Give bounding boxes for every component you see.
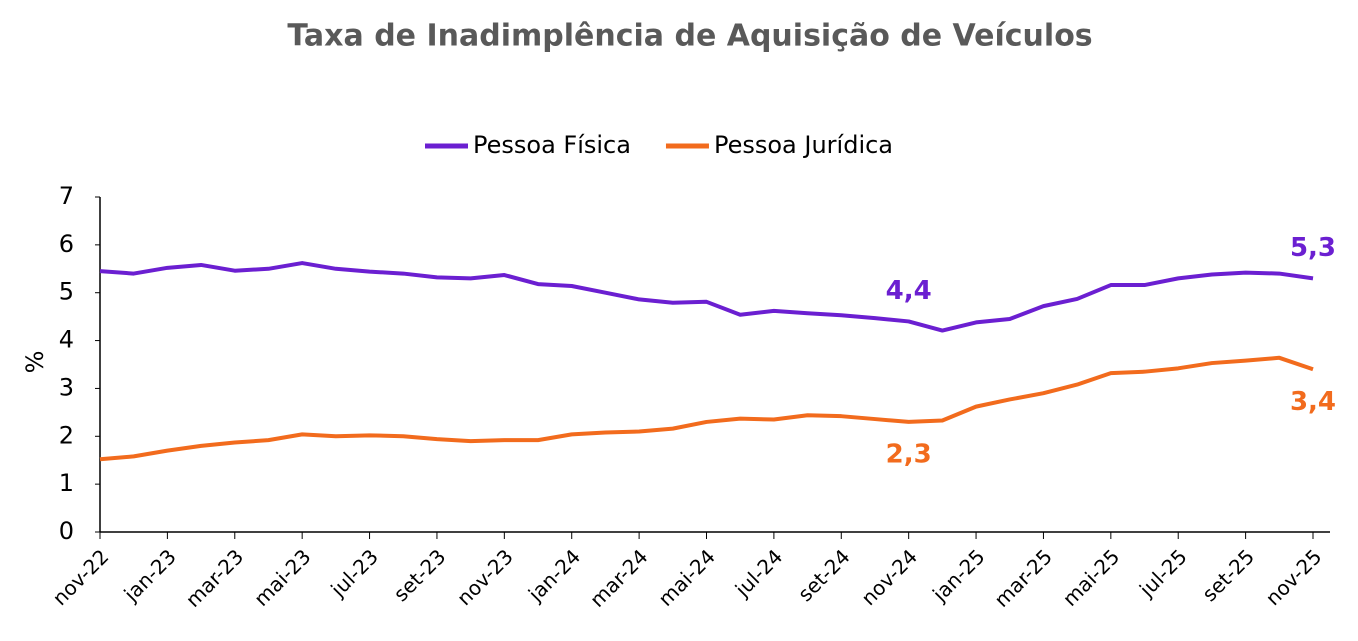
- x-tick-label: jul-23: [325, 544, 383, 602]
- y-tick-label: 7: [59, 182, 74, 210]
- x-tick-label: set-23: [389, 544, 451, 606]
- x-tick-label: mai-25: [1058, 544, 1124, 610]
- y-tick-label: 6: [59, 230, 74, 258]
- x-tick-label: set-25: [1197, 544, 1259, 606]
- x-tick-label: set-24: [793, 544, 855, 606]
- x-tick-label: mai-23: [249, 544, 315, 610]
- x-tick-label: jan-25: [927, 544, 989, 606]
- y-tick-label: 0: [59, 517, 74, 545]
- y-tick-label: 3: [59, 373, 74, 401]
- x-tick-label: nov-23: [452, 544, 518, 610]
- x-tick-label: mar-24: [585, 544, 652, 611]
- data-label: 3,4: [1290, 387, 1336, 417]
- legend-label: Pessoa Física: [473, 131, 631, 159]
- x-tick-label: jan-23: [118, 544, 180, 606]
- x-tick-label: jul-24: [730, 544, 788, 602]
- x-tick-label: jul-25: [1134, 544, 1192, 602]
- x-tick-label: mai-24: [653, 544, 719, 610]
- x-tick-label: nov-24: [856, 544, 922, 610]
- chart-title: Taxa de Inadimplência de Aquisição de Ve…: [287, 19, 1092, 54]
- x-tick-label: jan-24: [523, 544, 585, 606]
- x-tick-label: mar-23: [181, 544, 248, 611]
- y-tick-label: 4: [59, 326, 74, 354]
- y-tick-label: 2: [59, 421, 74, 449]
- data-label: 4,4: [886, 276, 932, 306]
- data-label: 5,3: [1290, 233, 1336, 263]
- x-tick-label: nov-22: [48, 544, 114, 610]
- y-tick-label: 5: [59, 278, 74, 306]
- x-tick-label: nov-25: [1261, 544, 1327, 610]
- series-line: [99, 355, 1314, 462]
- y-tick-label: 1: [59, 469, 74, 497]
- legend-label: Pessoa Jurídica: [714, 131, 893, 159]
- data-label: 2,3: [886, 439, 932, 469]
- series-line: [99, 261, 1314, 333]
- y-axis-label: %: [21, 351, 49, 374]
- x-tick-label: mar-25: [989, 544, 1056, 611]
